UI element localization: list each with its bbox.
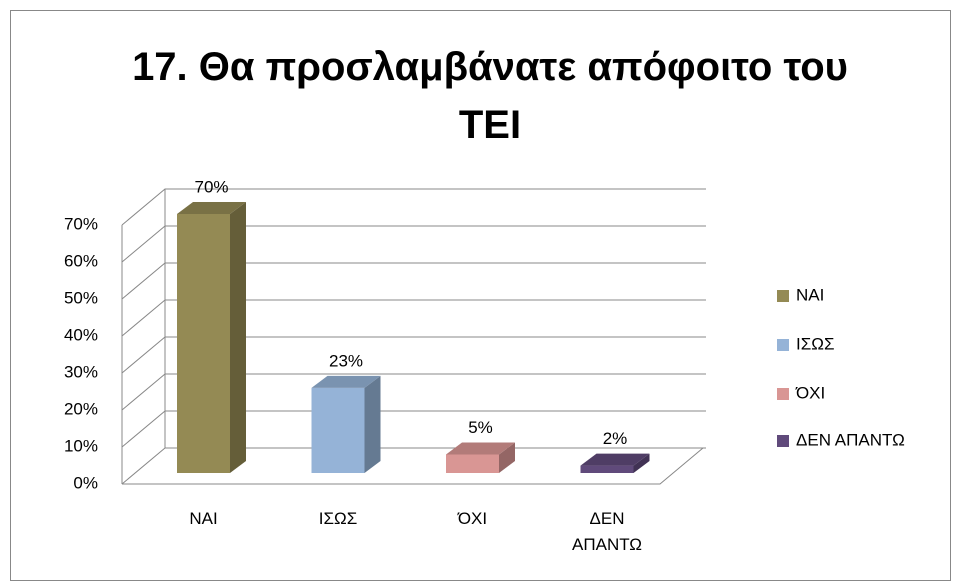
- legend-label: ΝΑΙ: [796, 285, 824, 304]
- legend-label: ΙΣΩΣ: [796, 334, 834, 353]
- y-tick-label: 20%: [64, 399, 98, 418]
- x-tick-label: ΙΣΩΣ: [318, 509, 358, 528]
- legend-label: ΌΧΙ: [795, 383, 825, 402]
- x-label-box: ΌΧΙ: [457, 509, 488, 528]
- grid-line: [121, 336, 706, 374]
- value-label: 5%: [468, 418, 493, 437]
- bar-top: [311, 375, 381, 388]
- x-label-box: ΙΣΩΣ: [318, 509, 358, 528]
- grid-line: [121, 188, 706, 226]
- y-tick-label: 0%: [73, 473, 98, 492]
- legend-swatch: [777, 339, 789, 351]
- x-tick-label: ΝΑΙ: [189, 509, 218, 528]
- y-tick-label: 10%: [64, 436, 98, 455]
- legend-swatch: [777, 290, 789, 302]
- x-tick-label: ΔΕΝ ΑΠΑΝΤΩ: [571, 509, 643, 554]
- grid-line: [121, 410, 706, 448]
- x-label-box: ΝΑΙ: [189, 509, 218, 528]
- bar-front: [446, 454, 499, 473]
- bar-top: [177, 202, 246, 214]
- bar: [177, 202, 246, 473]
- grid-line: [121, 373, 706, 411]
- legend-swatch: [777, 435, 789, 447]
- x-label-box: ΔΕΝ ΑΠΑΝΤΩ: [571, 509, 643, 554]
- value-label: 23%: [329, 351, 363, 370]
- y-tick-label: 50%: [64, 288, 98, 307]
- grid-line: [121, 447, 706, 485]
- value-label: 2%: [603, 429, 628, 448]
- x-tick-label: ΌΧΙ: [457, 509, 488, 528]
- y-tick-label: 60%: [64, 251, 98, 270]
- legend-label: ΔΕΝ ΑΠΑΝΤΩ: [796, 430, 905, 449]
- bar-side: [633, 453, 650, 473]
- y-tick-label: 70%: [64, 214, 98, 233]
- chart-border: [10, 10, 951, 581]
- bar-side: [499, 442, 515, 473]
- bar: [446, 442, 515, 473]
- grid-line: [121, 262, 706, 300]
- bar-top: [580, 453, 650, 466]
- grid: [121, 188, 706, 485]
- title-box: 17. Θα προσλαμβάνατε απόφοιτο του ΤΕΙ: [132, 45, 848, 147]
- grid-line: [121, 225, 706, 263]
- bar-front: [580, 465, 634, 473]
- floor: [122, 447, 704, 485]
- chart-title: 17. Θα προσλαμβάνατε απόφοιτο του ΤΕΙ: [132, 45, 848, 147]
- legend-swatch: [777, 388, 789, 400]
- y-tick-label: 40%: [64, 325, 98, 344]
- bar-front: [311, 387, 365, 473]
- bar-front: [177, 214, 230, 473]
- bar-side: [230, 202, 246, 473]
- y-tick-label: 30%: [64, 362, 98, 381]
- bar: [311, 375, 381, 473]
- bar-side: [364, 375, 381, 473]
- grid-line: [121, 299, 706, 337]
- bar: [580, 453, 650, 473]
- bar-top: [446, 442, 515, 455]
- value-label: 70%: [194, 177, 228, 196]
